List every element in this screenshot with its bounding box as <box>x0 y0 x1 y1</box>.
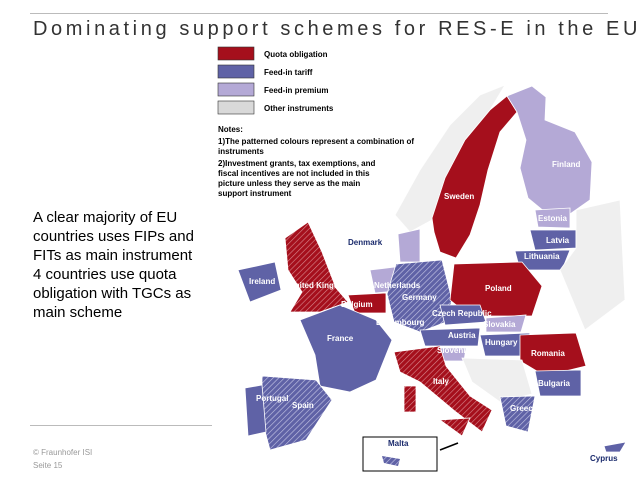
country-label: Austria <box>448 331 476 340</box>
country-label: Spain <box>292 401 314 410</box>
finland <box>506 85 593 215</box>
country-label: Germany <box>402 293 437 302</box>
country-label: Czech Republic <box>432 309 492 318</box>
body-paragraph: 4 countries use quota obligation with TG… <box>33 266 192 321</box>
country-label: Cyprus <box>590 454 618 463</box>
united-kingdom <box>284 221 349 313</box>
belgium <box>347 292 387 314</box>
country-label: Belgium <box>341 300 373 309</box>
country-label: Bulgaria <box>538 379 571 388</box>
austria <box>419 327 481 347</box>
legend-label: Quota obligation <box>264 50 328 59</box>
country-label: Portugal <box>256 394 288 403</box>
country-label: Ireland <box>249 277 275 286</box>
sicily <box>438 417 471 437</box>
copyright: © Fraunhofer ISI <box>33 448 93 457</box>
page-number: Seite 15 <box>33 461 63 470</box>
poland <box>449 261 543 317</box>
bulgaria <box>534 369 582 397</box>
country-label: Hungary <box>485 338 518 347</box>
country-label: United Kingdom <box>289 281 351 290</box>
portugal <box>244 384 267 437</box>
country-label: Poland <box>485 284 512 293</box>
malta-inset <box>362 436 438 472</box>
legend-swatch <box>217 100 255 115</box>
malta <box>382 456 400 466</box>
country-label: Greece <box>510 404 538 413</box>
footer-rule <box>30 425 212 426</box>
country-label: Slovakia <box>483 320 516 329</box>
notes-title: Notes: <box>218 125 243 134</box>
country-label: Finland <box>552 160 581 169</box>
country-label: Sweden <box>444 192 474 201</box>
country-label: Estonia <box>538 214 567 223</box>
country-label: Malta <box>388 439 409 448</box>
legend-swatch <box>217 46 255 61</box>
ireland <box>237 261 282 303</box>
notes: Notes: 1)The patterned colours represent… <box>218 125 414 198</box>
baltic-east <box>559 199 626 331</box>
country-label: Slovenia <box>437 346 470 355</box>
germany <box>386 259 453 333</box>
france <box>299 304 393 393</box>
body-text: A clear majority of EU countries uses FI… <box>33 208 208 322</box>
sardinia <box>403 385 417 413</box>
legend-label: Feed-in premium <box>264 86 328 95</box>
slovakia <box>485 314 527 333</box>
country-label: Denmark <box>348 238 383 247</box>
legend-swatch <box>217 64 255 79</box>
legend-label: Other instruments <box>264 104 334 113</box>
slide-title: Dominating support schemes for RES-E in … <box>33 18 638 40</box>
country-label: Italy <box>433 377 450 386</box>
sweden <box>431 95 518 259</box>
legend-label: Feed-in tariff <box>264 68 313 77</box>
balkans <box>461 357 533 403</box>
malta-arrow <box>439 442 459 451</box>
estonia <box>534 207 571 229</box>
country-label: France <box>327 334 354 343</box>
greece <box>499 395 536 433</box>
footer: © Fraunhofer ISI Seite 15 <box>33 446 92 472</box>
country-label: Latvia <box>546 236 570 245</box>
country-label: Netherlands <box>374 281 421 290</box>
top-rule <box>30 13 608 14</box>
note: 2)Investment grants, tax exemptions, and… <box>218 159 375 198</box>
country-label: Lithuania <box>524 252 560 261</box>
country-labels: Finland Sweden Estonia Latvia Lithuania … <box>249 160 618 463</box>
denmark <box>397 228 421 263</box>
country-label: Romania <box>531 349 565 358</box>
body-paragraph: A clear majority of EU countries uses FI… <box>33 209 194 264</box>
note: 1)The patterned colours represent a comb… <box>218 137 414 156</box>
countries <box>237 84 627 472</box>
italy <box>393 345 493 433</box>
cyprus <box>603 441 627 453</box>
legend: Quota obligation Feed-in tariff Feed-in pr… <box>217 46 334 115</box>
spain <box>261 375 333 451</box>
country-label: Luxembourg <box>376 318 425 327</box>
legend-swatch <box>217 82 255 97</box>
